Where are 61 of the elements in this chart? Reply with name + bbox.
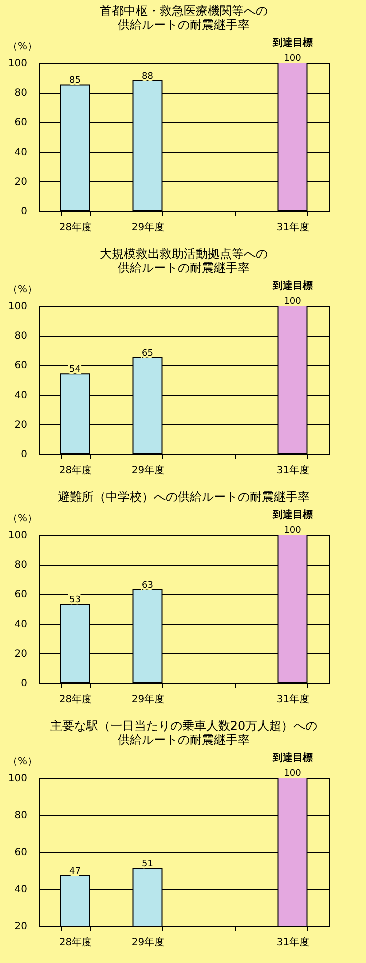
x-tick-label: 28年度 xyxy=(59,464,92,476)
x-tick-label: 31年度 xyxy=(276,222,310,234)
y-tick-label: 80 xyxy=(14,88,28,100)
y-tick-label: 20 xyxy=(14,922,28,932)
chart-title: 主要な駅（一日当たりの乗車人数20万人超）への xyxy=(50,719,318,733)
annotation: 到達目標 xyxy=(272,752,313,764)
data-label: 51 xyxy=(142,860,154,870)
chart-title: 首都中枢・救急医療機関等への xyxy=(100,4,268,18)
annotation: 到達目標 xyxy=(272,280,313,292)
y-tick-label: 40 xyxy=(14,147,28,158)
y-axis-title: （%） xyxy=(8,284,38,296)
y-tick-label: 0 xyxy=(21,450,28,460)
x-tick-label: 31年度 xyxy=(276,464,310,476)
y-tick-label: 60 xyxy=(14,118,28,129)
data-label: 88 xyxy=(142,72,154,82)
y-tick-label: 80 xyxy=(14,810,28,822)
chart-title: 大規模救出救助活動拠点等への xyxy=(100,247,268,261)
data-label: 100 xyxy=(284,526,302,536)
y-axis-title: （%） xyxy=(8,42,38,52)
y-tick-label: 20 xyxy=(14,176,28,188)
y-tick-label: 0 xyxy=(21,678,28,690)
annotation: 到達目標 xyxy=(272,509,313,521)
x-tick-label: 29年度 xyxy=(132,694,165,706)
chart-title: 避難所（中学校）への供給ルートの耐震継手率 xyxy=(58,490,310,504)
y-tick-label: 80 xyxy=(14,560,28,572)
x-tick-label: 29年度 xyxy=(132,222,165,234)
y-tick-label: 40 xyxy=(14,390,28,402)
chart-subtitle: 供給ルートの耐震継手率 xyxy=(118,261,250,275)
data-label: 100 xyxy=(284,769,302,779)
x-tick-label: 31年度 xyxy=(276,694,310,706)
y-tick-label: 80 xyxy=(14,331,28,342)
y-tick-label: 60 xyxy=(14,360,28,372)
y-axis-title: （%） xyxy=(8,756,38,768)
y-tick-label: 40 xyxy=(14,619,28,630)
y-tick-label: 0 xyxy=(21,206,28,218)
y-tick-label: 100 xyxy=(8,302,28,312)
x-tick-label: 28年度 xyxy=(59,936,92,948)
data-label: 85 xyxy=(70,76,81,86)
data-label: 65 xyxy=(142,348,154,359)
data-label: 100 xyxy=(284,54,302,64)
x-tick-label: 31年度 xyxy=(276,936,310,948)
x-tick-label: 29年度 xyxy=(132,936,165,948)
data-label: 47 xyxy=(70,867,81,878)
data-label: 100 xyxy=(284,297,302,307)
x-tick-label: 28年度 xyxy=(59,222,92,234)
chart-subtitle: 供給ルートの耐震継手率 xyxy=(118,18,250,32)
y-tick-label: 60 xyxy=(14,590,28,601)
x-tick-label: 29年度 xyxy=(132,464,165,476)
data-label: 63 xyxy=(142,580,154,591)
y-axis-title: （%） xyxy=(8,514,38,524)
y-tick-label: 100 xyxy=(8,58,28,70)
annotation: 到達目標 xyxy=(272,37,313,49)
y-tick-label: 100 xyxy=(8,530,28,542)
y-tick-label: 60 xyxy=(14,848,28,858)
data-label: 53 xyxy=(70,596,81,606)
y-tick-label: 20 xyxy=(14,648,28,660)
y-tick-label: 40 xyxy=(14,884,28,896)
chart-subtitle: 供給ルートの耐震継手率 xyxy=(118,733,250,747)
x-tick-label: 28年度 xyxy=(59,694,92,706)
y-tick-label: 20 xyxy=(14,420,28,431)
y-tick-label: 100 xyxy=(8,774,28,784)
